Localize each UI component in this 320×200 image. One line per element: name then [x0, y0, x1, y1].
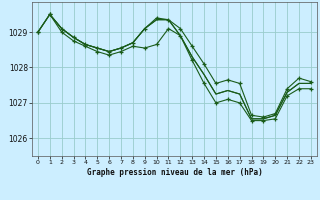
X-axis label: Graphe pression niveau de la mer (hPa): Graphe pression niveau de la mer (hPa) — [86, 168, 262, 177]
